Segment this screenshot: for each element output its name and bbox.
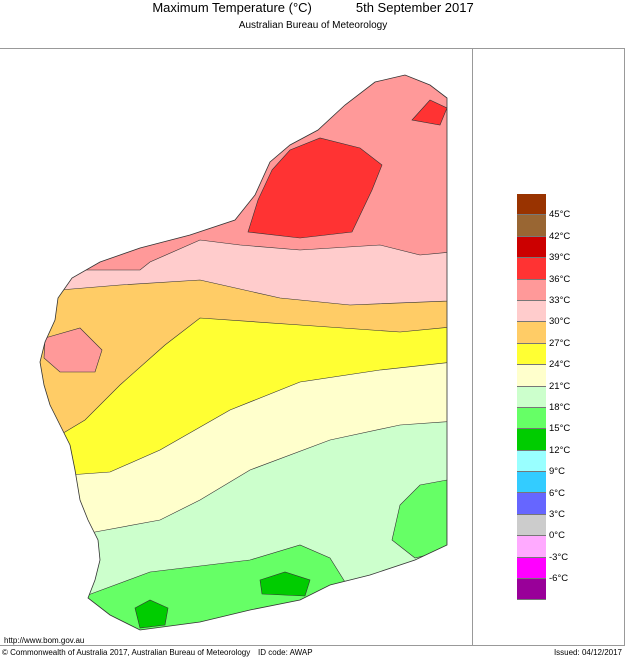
legend-label: 6°C [549, 487, 565, 499]
source-url[interactable]: http://www.bom.gov.au [4, 636, 85, 645]
legend-swatch [517, 300, 546, 323]
legend-swatch [517, 215, 546, 237]
legend-swatch [517, 472, 546, 494]
band-36-39-kimberley [411, 99, 447, 126]
legend-label: 3°C [549, 509, 565, 520]
legend-swatch [517, 322, 546, 344]
legend-swatch [517, 343, 546, 366]
legend-label: 15°C [549, 423, 571, 435]
date-text: 5th September 2017 [355, 0, 474, 15]
legend-label: 27°C [549, 337, 571, 349]
legend-label: 39°C [549, 252, 571, 264]
band-36-39 [247, 137, 383, 239]
band-15-18-east [391, 479, 447, 559]
legend-divider [472, 48, 473, 646]
legend-label: 36°C [549, 273, 571, 285]
band-12-15-east [259, 571, 311, 597]
subtitle: Australian Bureau of Meteorology [238, 20, 388, 31]
legend-label: 12°C [549, 444, 571, 456]
temperature-legend [517, 194, 546, 601]
legend-label: 24°C [549, 359, 571, 371]
legend-swatch [517, 536, 546, 558]
legend-swatch [517, 450, 546, 473]
legend-swatch [517, 407, 546, 430]
legend-label: 9°C [549, 466, 565, 478]
copyright: © Commonwealth of Australia 2017, Austra… [2, 648, 251, 657]
legend-swatch [517, 557, 546, 580]
legend-swatch [517, 258, 546, 280]
wa-temperature-map [39, 74, 448, 631]
issued-date: Issued: 04/12/2017 [553, 648, 622, 657]
legend-swatch [517, 386, 546, 408]
band-12-15-west [134, 599, 169, 629]
legend-label: 42°C [549, 230, 571, 242]
legend-label: 45°C [549, 209, 571, 221]
legend-label: 30°C [549, 316, 571, 328]
legend-swatch [517, 514, 546, 537]
legend-label: 33°C [549, 295, 571, 306]
title-text: Maximum Temperature (°C) [152, 0, 312, 15]
legend-swatch [517, 236, 546, 259]
coastline [39, 74, 448, 631]
legend-label: -3°C [549, 551, 569, 563]
legend-swatch [517, 365, 546, 387]
legend-swatch [517, 194, 546, 216]
band-33-36 [40, 75, 447, 271]
legend-label: 21°C [549, 380, 571, 392]
legend-label: 0°C [549, 530, 565, 542]
legend-swatch [517, 429, 546, 451]
band-33-36-west [43, 327, 103, 373]
legend-swatch [517, 493, 546, 515]
legend-label: -6°C [549, 573, 569, 585]
id-code: ID code: AWAP [258, 648, 313, 657]
map-frame [0, 48, 625, 646]
legend-swatch [517, 579, 546, 601]
map-title: Maximum Temperature (°C) 5th September 20… [0, 0, 626, 15]
legend-label: 18°C [549, 402, 571, 413]
legend-swatch [517, 279, 546, 301]
